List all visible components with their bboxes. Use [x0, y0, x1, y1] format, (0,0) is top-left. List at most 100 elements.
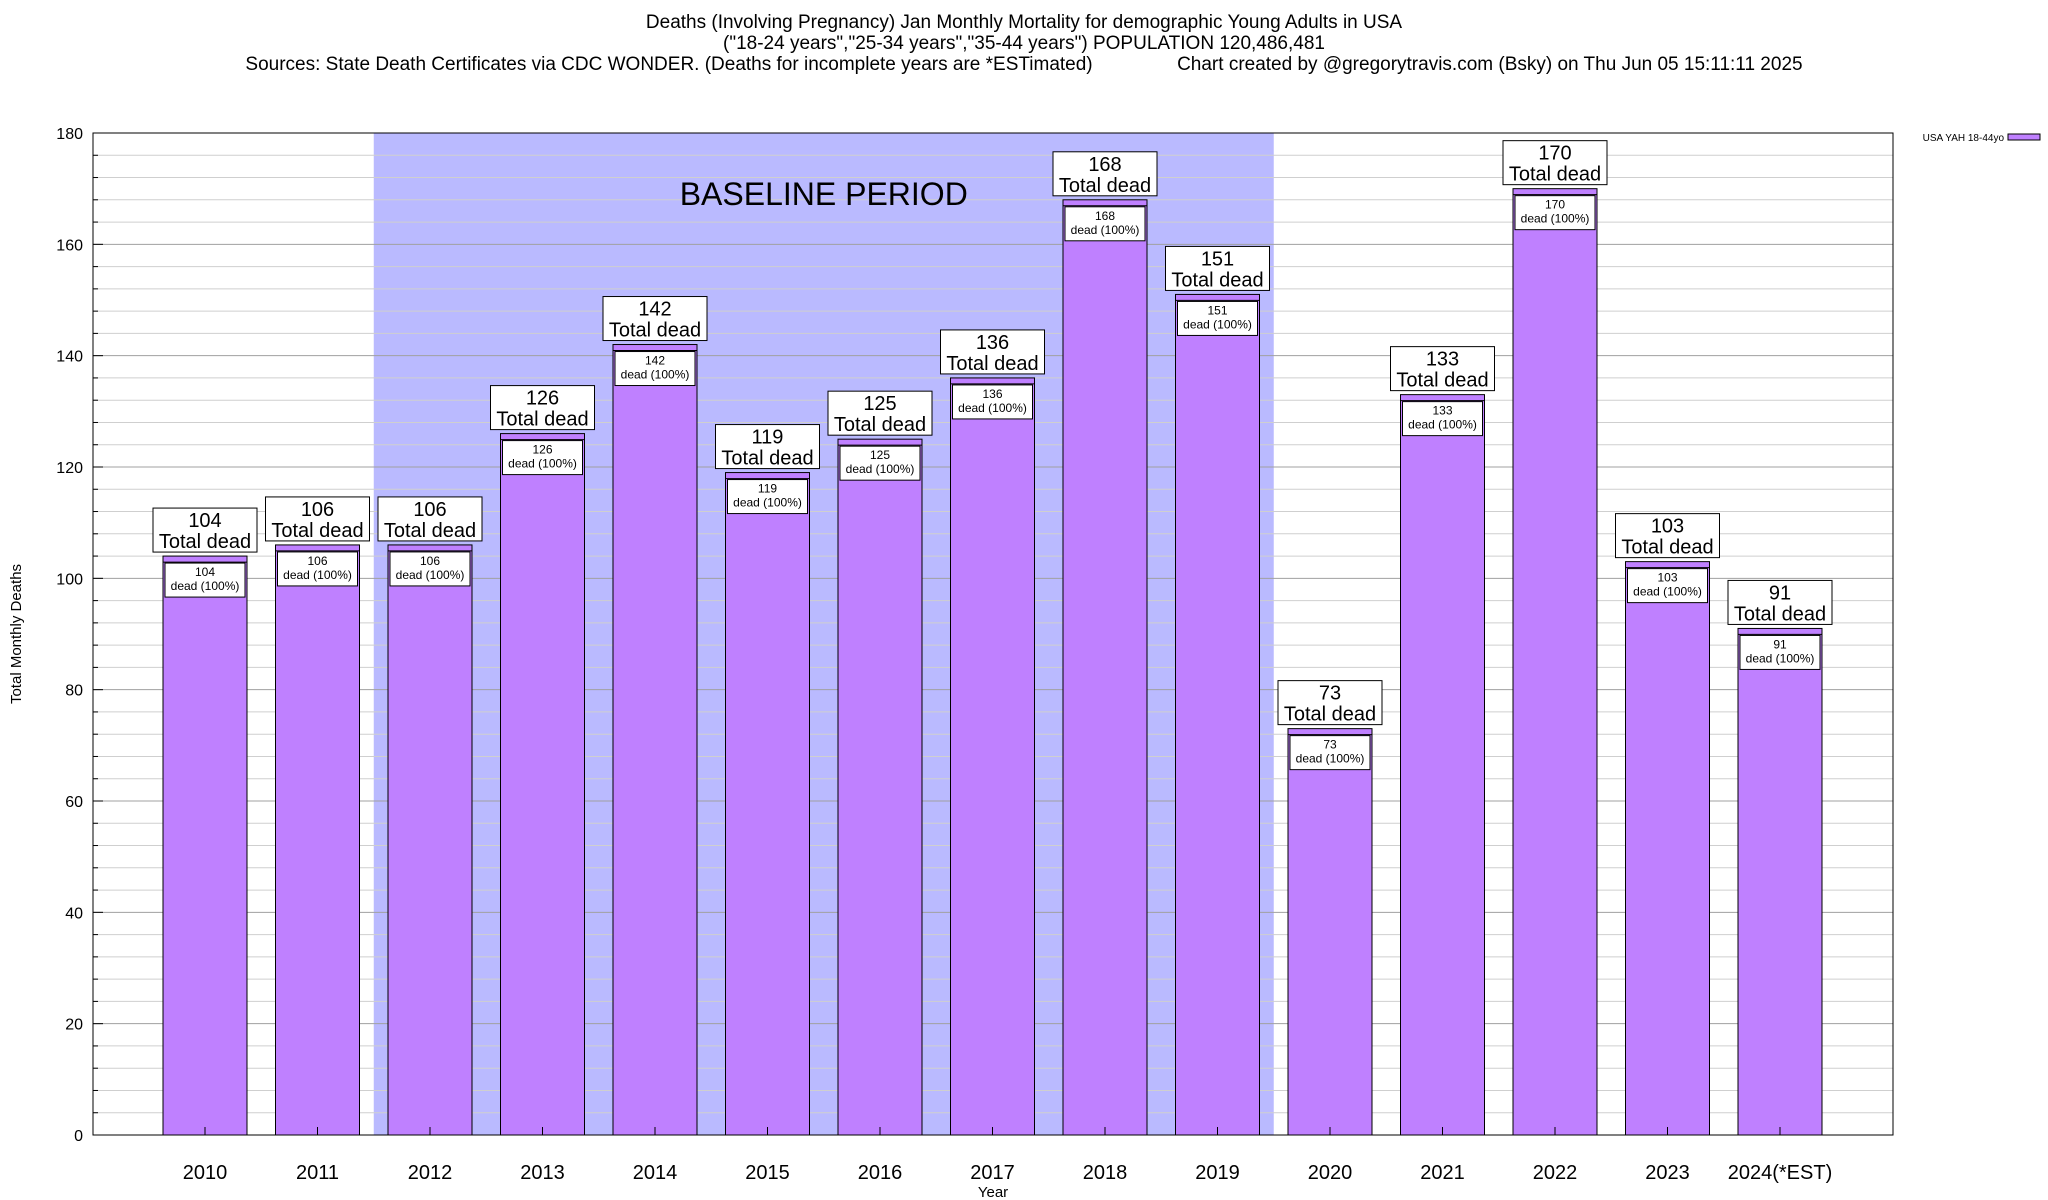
inner-label-text: dead (100%) [396, 568, 465, 582]
top-label-text: Total dead [1621, 537, 1713, 559]
inner-label-box [1402, 401, 1483, 437]
top-label-box [1165, 245, 1270, 291]
x-axis-label: Year [978, 1184, 1008, 1200]
x-tick-label: 2014 [633, 1162, 678, 1184]
top-label-box [1277, 680, 1383, 726]
x-tick-label: 2015 [745, 1162, 790, 1184]
top-label-value: 168 [1088, 154, 1121, 176]
top-label-box [377, 496, 483, 542]
top-label-text: Total dead [1171, 269, 1263, 291]
top-label-value: 126 [526, 388, 559, 410]
baseline-period-label: BASELINE PERIOD [680, 176, 968, 212]
inner-label-box [1514, 195, 1596, 231]
inner-label-box [1177, 300, 1258, 336]
y-tick-label: 180 [56, 126, 83, 143]
inner-label-text: dead (100%) [283, 568, 352, 582]
inner-label-text: dead (100%) [1071, 223, 1140, 237]
chart-title: Deaths (Involving Pregnancy) Jan Monthly… [645, 12, 1403, 33]
bar-2016 [837, 438, 923, 1136]
top-label-value: 73 [1319, 683, 1341, 705]
top-label-box [827, 390, 933, 436]
inner-label-box [1627, 568, 1708, 604]
top-label-value: 104 [188, 510, 221, 532]
bar-2011 [275, 544, 360, 1136]
bar-2022 [1512, 188, 1598, 1136]
inner-label-value: 168 [1095, 209, 1115, 223]
inner-label-value: 136 [982, 387, 1002, 401]
inner-label-text: dead (100%) [1746, 651, 1815, 665]
inner-label-value: 142 [645, 354, 665, 368]
bar-2019 [1175, 293, 1260, 1136]
x-tick-label: 2024(*EST) [1728, 1162, 1833, 1184]
inner-label-box [614, 351, 696, 387]
top-label-text: Total dead [1396, 370, 1488, 392]
chart-subtitle-demographics: ("18-24 years","25-34 years","35-44 year… [723, 33, 1325, 54]
x-tick-label: 2011 [296, 1162, 339, 1184]
bar-2015 [725, 472, 810, 1136]
top-label-value: 125 [863, 393, 896, 415]
x-tick-label: 2013 [520, 1162, 565, 1184]
inner-label-box [952, 384, 1033, 420]
inner-label-box [277, 551, 358, 587]
inner-label-box [1289, 735, 1371, 771]
y-tick-label: 60 [65, 794, 83, 811]
top-label-text: Total dead [271, 520, 363, 542]
top-label-text: Total dead [834, 414, 926, 436]
inner-label-text: dead (100%) [1521, 212, 1590, 226]
inner-label-text: dead (100%) [621, 368, 690, 382]
inner-label-value: 106 [420, 554, 440, 568]
top-label-value: 106 [413, 499, 446, 521]
top-label-text: Total dead [496, 409, 588, 431]
top-label-value: 151 [1201, 248, 1234, 270]
inner-label-value: 151 [1207, 303, 1227, 317]
bar-2021 [1400, 394, 1485, 1136]
y-tick-label: 140 [56, 349, 83, 366]
y-tick-label: 100 [56, 571, 83, 588]
top-label-text: Total dead [1734, 603, 1826, 625]
top-label-box [152, 507, 258, 553]
chart-sources-credit: Sources: State Death Certificates via CD… [245, 54, 1803, 75]
inner-label-box [839, 445, 921, 481]
y-tick-label: 160 [56, 237, 83, 254]
x-tick-label: 2019 [1195, 1162, 1240, 1184]
top-label-box [1615, 513, 1720, 559]
top-label-text: Total dead [384, 520, 476, 542]
top-label-value: 133 [1426, 349, 1459, 371]
bar-2014 [612, 344, 698, 1136]
inner-label-value: 119 [758, 482, 777, 496]
top-label-box [265, 496, 370, 542]
top-label-box [1052, 151, 1158, 197]
inner-label-text: dead (100%) [508, 457, 577, 471]
inner-label-value: 104 [195, 565, 215, 579]
y-axis-label: Total Monthly Deaths [8, 564, 25, 704]
x-tick-label: 2017 [970, 1162, 1015, 1184]
inner-label-value: 126 [532, 443, 552, 457]
y-tick-label: 0 [74, 1128, 83, 1145]
bar-2013 [500, 433, 585, 1136]
inner-label-value: 106 [307, 554, 327, 568]
top-label-text: Total dead [721, 448, 813, 470]
plot-border [92, 132, 1894, 1136]
x-tick-label: 2018 [1083, 1162, 1128, 1184]
top-label-text: Total dead [609, 320, 701, 342]
top-label-text: Total dead [946, 353, 1038, 375]
top-label-box [1502, 140, 1608, 186]
inner-label-text: dead (100%) [1408, 418, 1477, 432]
top-label-box [490, 385, 595, 431]
top-label-box [940, 329, 1045, 375]
inner-label-value: 103 [1657, 571, 1677, 585]
inner-label-box [164, 562, 246, 598]
inner-label-text: dead (100%) [1183, 317, 1252, 331]
inner-label-text: dead (100%) [958, 401, 1027, 415]
x-tick-label: 2012 [408, 1162, 453, 1184]
inner-label-text: dead (100%) [846, 462, 915, 476]
bar-2017 [950, 377, 1035, 1136]
top-label-text: Total dead [1059, 175, 1151, 197]
inner-label-text: dead (100%) [171, 579, 240, 593]
top-label-text: Total dead [1284, 704, 1376, 726]
top-label-value: 136 [976, 332, 1009, 354]
top-label-box [1390, 346, 1495, 392]
inner-label-value: 170 [1545, 198, 1565, 212]
bar-2018 [1062, 199, 1148, 1136]
